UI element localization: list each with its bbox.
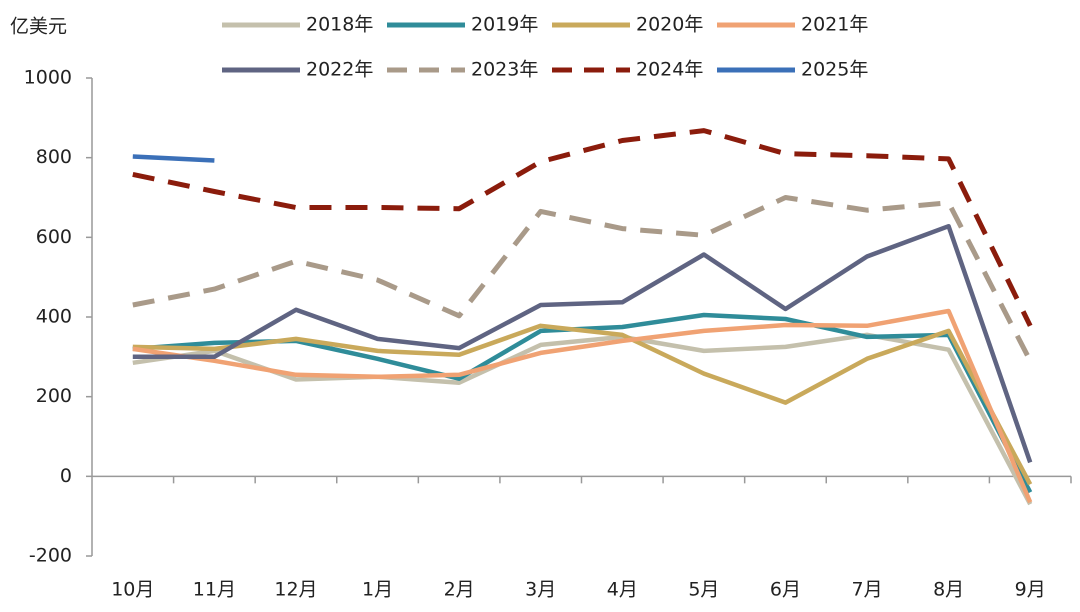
x-tick-label: 11月 <box>193 579 236 601</box>
legend-label: 2021年 <box>801 14 868 36</box>
x-tick-label: 1月 <box>362 579 393 601</box>
y-tick-label: -200 <box>29 545 72 567</box>
y-axis-label: 亿美元 <box>10 16 67 38</box>
series-line <box>132 128 1033 327</box>
x-tick-label: 4月 <box>607 579 638 601</box>
y-tick-label: 800 <box>36 146 72 168</box>
legend-label: 2020年 <box>636 14 703 36</box>
legend-label: 2023年 <box>471 59 538 81</box>
y-tick-label: 200 <box>36 385 72 407</box>
x-tick-label: 2月 <box>444 579 475 601</box>
series-line <box>132 195 1033 362</box>
legend-label: 2024年 <box>636 59 703 81</box>
x-tick-label: 7月 <box>851 579 882 601</box>
series-line <box>132 308 1033 504</box>
legend-label: 2025年 <box>801 59 868 81</box>
legend-label: 2022年 <box>306 59 373 81</box>
y-tick-label: 1000 <box>24 67 72 89</box>
x-tick-label: 10月 <box>111 579 154 601</box>
x-tick-label: 8月 <box>933 579 964 601</box>
x-tick-label: 6月 <box>770 579 801 601</box>
x-tick-label: 5月 <box>688 579 719 601</box>
y-tick-label: 400 <box>36 306 72 328</box>
x-tick-label: 3月 <box>525 579 556 601</box>
legend-label: 2018年 <box>306 14 373 36</box>
x-tick-label: 9月 <box>1015 579 1046 601</box>
y-tick-label: 0 <box>60 465 72 487</box>
legend-label: 2019年 <box>471 14 538 36</box>
series-line <box>132 223 1033 464</box>
series-line <box>132 154 215 163</box>
y-tick-label: 600 <box>36 226 72 248</box>
x-tick-label: 12月 <box>274 579 317 601</box>
series-line <box>132 323 1033 486</box>
